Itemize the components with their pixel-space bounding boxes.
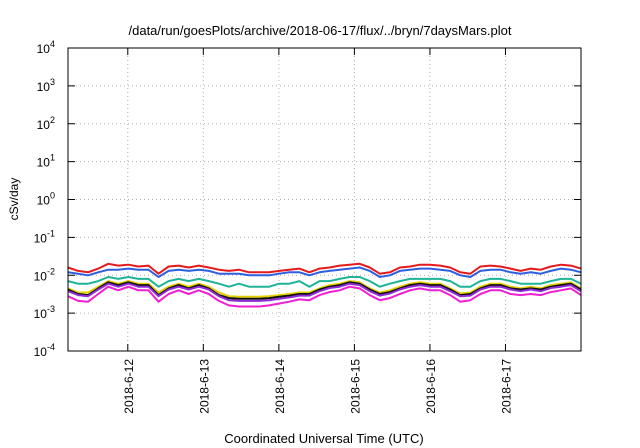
y-tick-label: 101 [37, 153, 55, 170]
x-axis-label: Coordinated Universal Time (UTC) [224, 431, 423, 446]
series-line [67, 266, 582, 278]
y-tick-label-exponent: -3 [47, 304, 55, 314]
y-tick-label-base: 10 [34, 269, 48, 283]
x-axis: 2018-6-12 2018-6-13 2018-6-14 2018-6-15 2018… [122, 48, 513, 414]
y-tick-label-exponent: 0 [50, 191, 55, 201]
y-axis-label: cSv/day [7, 178, 21, 221]
y-tick-label: 103 [37, 77, 55, 94]
y-tick-label: 100 [37, 191, 55, 208]
y-tick-label-base: 10 [37, 156, 51, 170]
y-tick-label-base: 10 [34, 345, 48, 359]
y-tick-label: 10-4 [34, 342, 55, 359]
y-tick-label: 104 [37, 39, 55, 56]
y-tick-label-base: 10 [37, 118, 51, 132]
y-tick-label-base: 10 [37, 42, 51, 56]
series-line [67, 285, 582, 308]
y-tick-label-base: 10 [34, 307, 48, 321]
y-tick-label-exponent: 3 [50, 77, 55, 87]
y-tick-label-exponent: -1 [47, 228, 55, 238]
y-tick-label-exponent: -2 [47, 266, 55, 276]
y-tick-label: 10-1 [34, 228, 55, 245]
y-tick-label-base: 10 [37, 194, 51, 208]
y-tick-label: 10-2 [34, 266, 55, 283]
x-tick-label: 2018-6-13 [197, 359, 211, 414]
series-line [67, 276, 582, 288]
series-lines [67, 262, 582, 308]
chart-title: /data/run/goesPlots/archive/2018-06-17/f… [129, 23, 512, 38]
x-tick-label: 2018-6-14 [273, 359, 287, 414]
y-tick-label-exponent: 1 [50, 153, 55, 163]
grid [68, 48, 581, 351]
y-tick-label-base: 10 [37, 80, 51, 94]
series-line [67, 282, 582, 302]
y-tick-label: 10-3 [34, 304, 55, 321]
y-tick-label-exponent: 4 [50, 39, 55, 49]
y-tick-label-exponent: -4 [47, 342, 55, 352]
x-tick-label: 2018-6-17 [499, 359, 513, 414]
series-line [67, 280, 582, 298]
y-tick-label: 102 [37, 115, 55, 132]
x-tick-label: 2018-6-12 [122, 359, 136, 414]
x-tick-label: 2018-6-15 [348, 359, 362, 414]
y-tick-label-exponent: 2 [50, 115, 55, 125]
x-tick-label: 2018-6-16 [424, 359, 438, 414]
y-tick-label-base: 10 [34, 231, 48, 245]
series-line [67, 262, 582, 275]
